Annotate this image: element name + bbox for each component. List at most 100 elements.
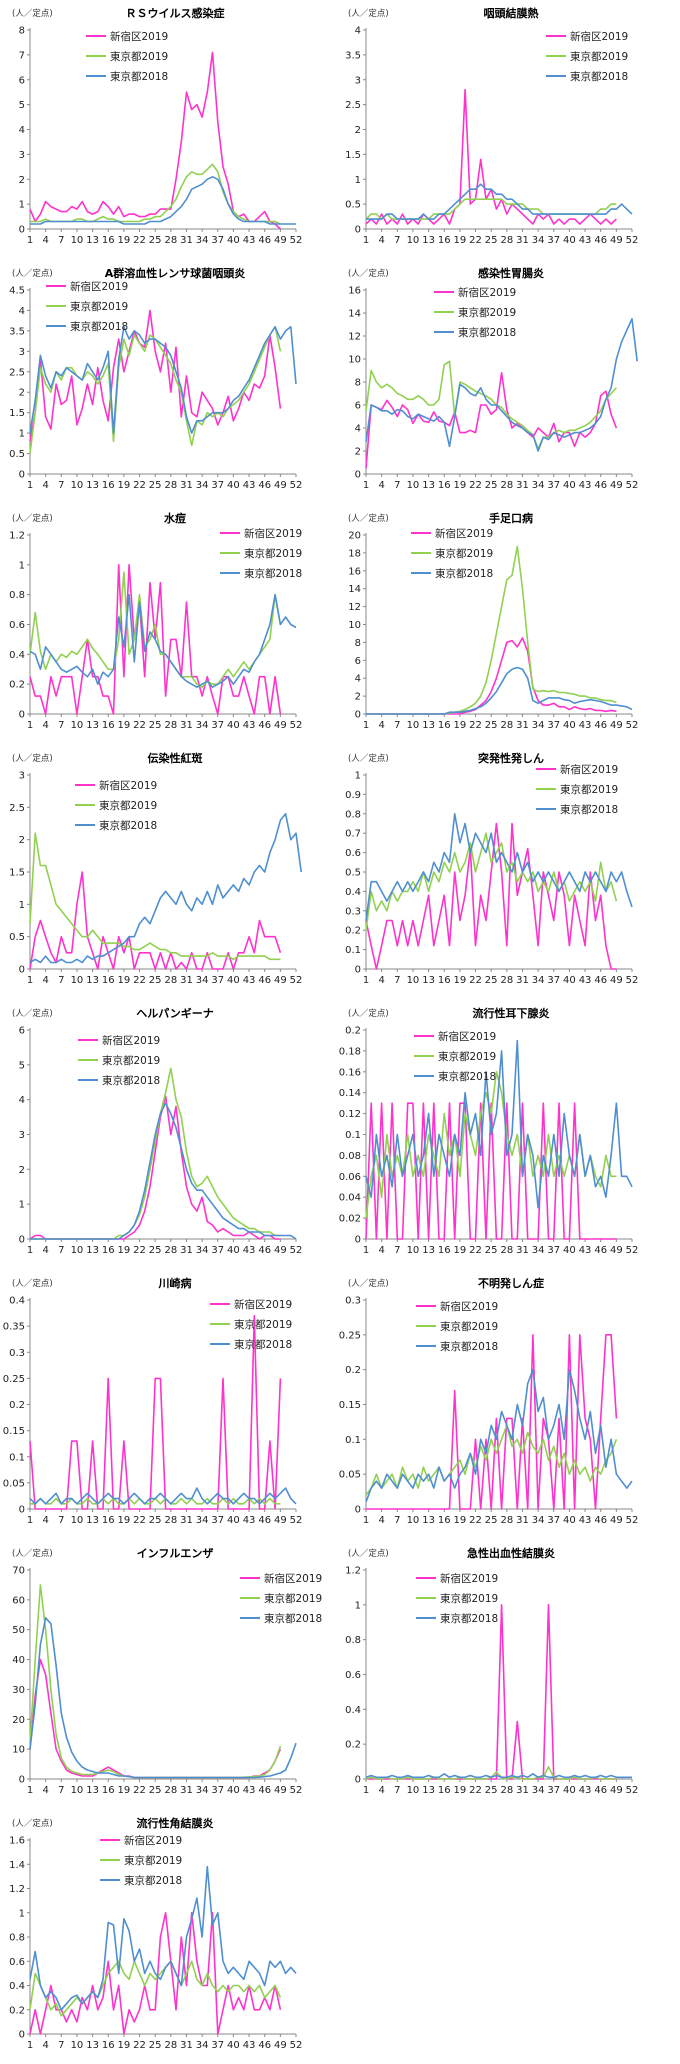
x-tick-label: 7 [394,1245,400,1256]
chart-title: 突発性発しん [478,751,544,765]
y-tick-label: 0.2 [345,1365,361,1376]
legend-label: 新宿区2019 [234,1298,292,1311]
x-tick-label: 52 [626,975,639,986]
x-tick-label: 37 [211,1515,224,1526]
series-line [29,1314,282,1510]
y-tick-label: 50 [12,1625,25,1636]
series-line [29,309,282,442]
x-tick-label: 19 [118,1515,131,1526]
y-tick-label: 1 [19,429,25,440]
x-tick-label: 16 [438,1515,451,1526]
y-tick-label: 0.3 [9,1348,25,1359]
series-line [365,317,638,452]
series-line [29,1658,282,1779]
y-tick-label: 0.35 [3,1322,25,1333]
legend-label: 東京都2018 [264,1612,322,1625]
x-tick-label: 52 [626,720,639,731]
y-tick-label: 6 [19,1026,25,1037]
x-tick-label: 43 [243,1785,256,1796]
y-tick-label: 0.4 [345,887,361,898]
legend-label: 東京都2018 [440,1612,498,1625]
x-tick-label: 13 [422,1785,435,1796]
unit-label: (人／定点) [12,8,53,19]
y-tick-label: 16 [348,286,361,297]
legend-label: 東京都2019 [244,547,302,560]
x-tick-label: 49 [610,1245,623,1256]
x-tick-label: 46 [258,1515,271,1526]
x-tick-label: 46 [594,1515,607,1526]
legend-label: 東京都2019 [124,1854,182,1867]
x-tick-label: 7 [394,720,400,731]
x-tick-label: 7 [58,720,64,731]
x-tick-label: 10 [407,1245,420,1256]
y-tick-label: 0.6 [9,1957,25,1968]
y-tick-label: 0.15 [3,1426,25,1437]
x-tick-label: 31 [516,480,529,491]
x-tick-label: 46 [258,2040,271,2051]
x-tick-label: 19 [118,1785,131,1796]
x-tick-label: 1 [363,720,369,731]
x-tick-label: 46 [594,1245,607,1256]
y-tick-label: 1.6 [9,1836,25,1847]
unit-label: (人／定点) [348,1008,389,1019]
x-tick-label: 34 [196,1515,209,1526]
x-tick-label: 28 [164,2040,177,2051]
x-tick-label: 25 [149,975,162,986]
legend-label: 東京都2018 [70,320,128,333]
x-tick-label: 22 [469,1245,482,1256]
x-tick-label: 31 [180,1245,193,1256]
x-tick-label: 4 [42,1245,48,1256]
x-tick-label: 4 [42,720,48,731]
x-tick-label: 43 [579,1785,592,1796]
x-tick-label: 13 [422,235,435,246]
x-tick-label: 16 [102,480,115,491]
y-tick-label: 0 [355,1235,361,1246]
y-tick-label: 0.1 [345,1435,361,1446]
y-tick-label: 10 [348,620,361,631]
x-tick-label: 52 [626,1515,639,1526]
x-tick-label: 4 [378,1515,384,1526]
series-line [365,88,617,225]
series-line [365,822,617,970]
legend-label: 新宿区2019 [458,286,516,299]
y-tick-label: 1 [19,900,25,911]
x-tick-label: 22 [133,235,146,246]
legend-label: 東京都2018 [102,1074,160,1087]
x-tick-label: 43 [243,2040,256,2051]
x-tick-label: 49 [274,2040,287,2051]
y-tick-label: 70 [12,1566,25,1577]
y-tick-label: 0.8 [9,590,25,601]
chart-panel: (人／定点) 流行性耳下腺炎 0 0.02 0.04 0.06 0.08 0.1 0.12 0.1… [339,1006,639,1256]
chart-title: ＲＳウイルス感染症 [126,6,225,20]
x-tick-label: 46 [258,235,271,246]
y-tick-label: 0.02 [339,1214,361,1225]
y-tick-label: 0 [355,710,361,721]
x-tick-label: 10 [71,235,84,246]
x-tick-label: 7 [58,2040,64,2051]
series-line [29,326,297,434]
y-tick-label: 6 [355,401,361,412]
legend-label: 新宿区2019 [264,1572,322,1585]
chart-title: 感染性胃腸炎 [478,266,544,280]
y-tick-label: 0 [355,965,361,976]
x-tick-label: 49 [274,720,287,731]
series-line [365,1368,633,1503]
legend-label: 東京都2018 [435,567,493,580]
x-tick-label: 16 [102,975,115,986]
x-tick-label: 10 [71,1515,84,1526]
y-tick-label: 4 [355,674,361,685]
y-tick-label: 2 [19,835,25,846]
x-tick-label: 34 [532,1515,545,1526]
x-tick-label: 1 [27,1515,33,1526]
legend-label: 新宿区2019 [440,1300,498,1313]
x-tick-label: 40 [563,720,576,731]
x-tick-label: 22 [469,1515,482,1526]
y-tick-label: 2 [19,175,25,186]
x-tick-label: 16 [102,1245,115,1256]
x-tick-label: 37 [547,235,560,246]
x-tick-label: 31 [516,720,529,731]
x-tick-label: 25 [149,2040,162,2051]
legend-label: 新宿区2019 [124,1834,182,1847]
x-tick-label: 22 [133,1515,146,1526]
x-tick-label: 19 [454,720,467,731]
